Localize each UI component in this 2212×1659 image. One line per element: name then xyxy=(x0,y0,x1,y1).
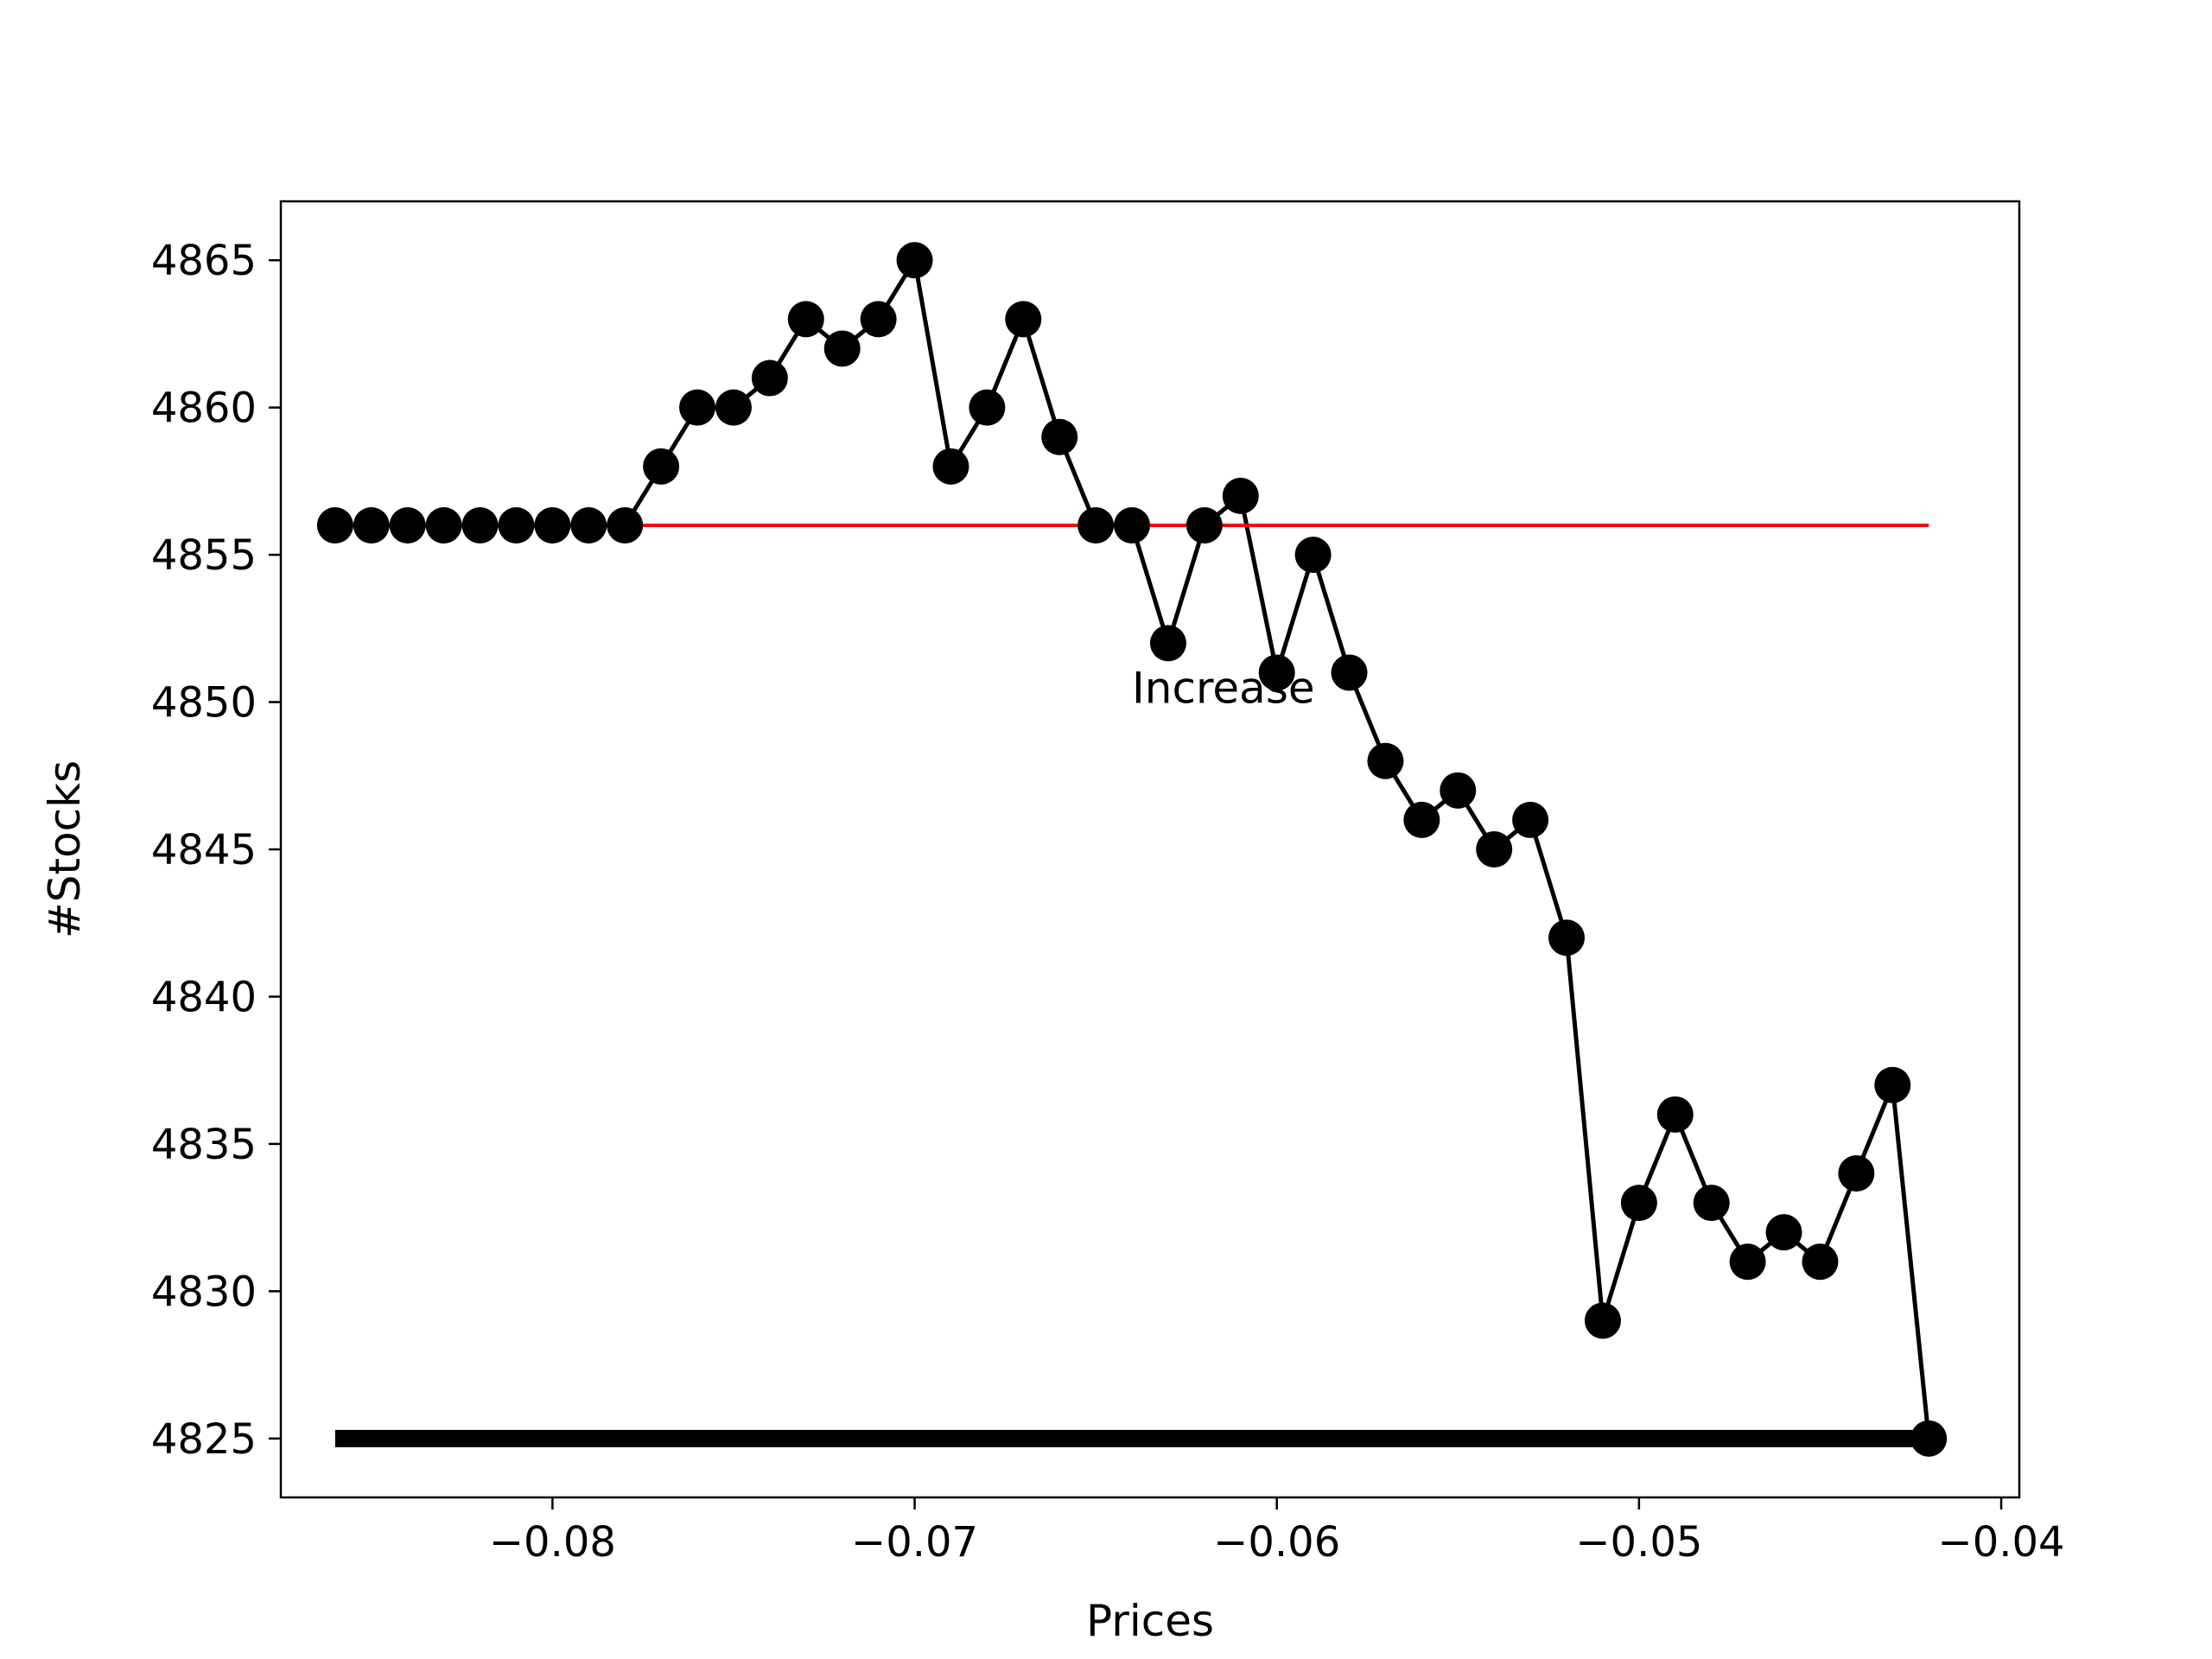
y-tick-label: 4865 xyxy=(151,237,257,285)
y-tick-label: 4835 xyxy=(151,1121,257,1169)
data-point xyxy=(570,507,607,543)
data-point xyxy=(1331,654,1368,691)
y-axis-ticks: 4825 4830 4835 4840 4845 4850 4855 4860 4865 xyxy=(151,237,281,1464)
data-point xyxy=(787,301,824,338)
x-tick-label: −0.06 xyxy=(1213,1518,1340,1567)
y-tick-label: 4855 xyxy=(151,531,257,580)
data-point xyxy=(1149,625,1186,662)
data-point xyxy=(607,507,644,543)
data-point xyxy=(1403,801,1440,838)
data-point xyxy=(969,389,1006,426)
data-point xyxy=(1838,1155,1875,1192)
y-tick-label: 4845 xyxy=(151,826,257,874)
data-point xyxy=(1693,1185,1730,1222)
x-tick-label: −0.07 xyxy=(851,1518,978,1567)
y-axis-label: #Stocks xyxy=(40,760,90,938)
data-point xyxy=(679,389,716,426)
x-axis-label: Prices xyxy=(1086,1596,1214,1646)
y-tick-label: 4830 xyxy=(151,1268,257,1316)
x-tick-label: −0.05 xyxy=(1575,1518,1702,1567)
data-point xyxy=(1041,418,1078,455)
data-point xyxy=(461,507,499,543)
data-point xyxy=(643,448,680,485)
data-point xyxy=(389,507,426,543)
data-point xyxy=(751,359,788,397)
data-point xyxy=(1874,1066,1911,1103)
data-point xyxy=(1620,1185,1657,1222)
data-point xyxy=(498,507,535,543)
data-point xyxy=(715,389,752,426)
data-point xyxy=(1077,507,1115,543)
data-point xyxy=(860,301,897,338)
data-point xyxy=(1294,537,1332,574)
data-point xyxy=(1656,1096,1694,1133)
y-tick-label: 4850 xyxy=(151,679,257,728)
data-point xyxy=(1222,477,1259,514)
y-tick-label: 4860 xyxy=(151,385,257,433)
data-point xyxy=(1114,507,1151,543)
data-point xyxy=(1584,1302,1621,1339)
data-point xyxy=(1910,1420,1948,1457)
x-axis-ticks: −0.08 −0.07 −0.06 −0.05 −0.04 xyxy=(489,1497,2065,1567)
annotation-label: Increase xyxy=(1132,664,1315,714)
x-tick-label: −0.08 xyxy=(489,1518,616,1567)
data-point xyxy=(353,507,390,543)
data-point xyxy=(1005,301,1042,338)
data-point xyxy=(534,507,571,543)
y-tick-label: 4840 xyxy=(151,973,257,1021)
data-point xyxy=(1440,772,1477,809)
data-point xyxy=(1802,1243,1839,1281)
data-point xyxy=(1548,919,1586,957)
y-tick-label: 4825 xyxy=(151,1415,257,1464)
data-point xyxy=(316,507,353,543)
data-point xyxy=(932,448,969,485)
data-point xyxy=(1476,831,1513,868)
data-point xyxy=(896,242,933,279)
data-point xyxy=(823,330,861,367)
data-point xyxy=(1258,654,1295,691)
plot-markers xyxy=(316,242,1948,1457)
data-point xyxy=(1367,742,1404,779)
data-point xyxy=(1765,1214,1802,1251)
data-point xyxy=(1729,1243,1766,1281)
x-tick-label: −0.04 xyxy=(1937,1518,2064,1567)
data-point xyxy=(1185,507,1223,543)
data-point xyxy=(425,507,462,543)
data-point xyxy=(1512,801,1549,838)
